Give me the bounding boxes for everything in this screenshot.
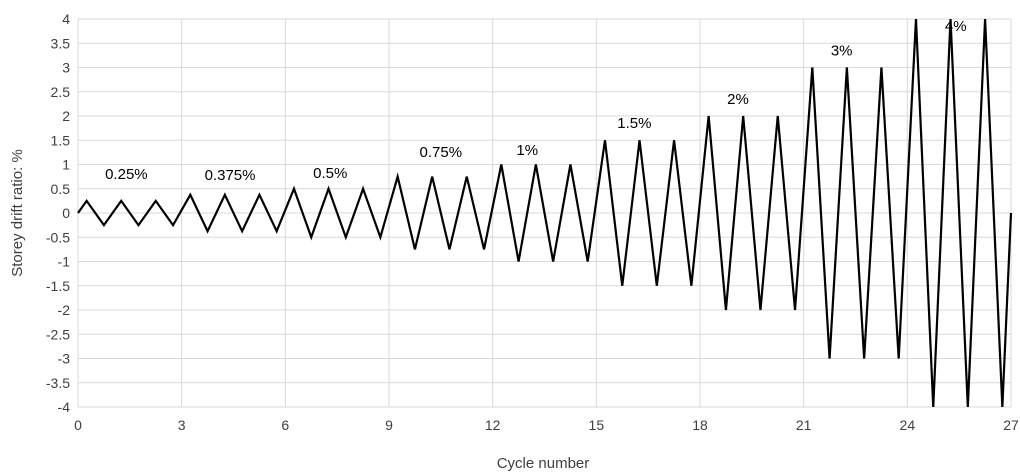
y-tick-label: 0.5 bbox=[51, 181, 71, 197]
y-tick-label: 1.5 bbox=[51, 132, 71, 148]
amplitude-label: 3% bbox=[831, 42, 853, 59]
x-tick-label: 0 bbox=[74, 417, 82, 433]
y-tick-label: 0 bbox=[62, 205, 70, 221]
amplitude-label: 1% bbox=[516, 142, 538, 159]
y-tick-label: 3 bbox=[62, 60, 70, 76]
x-tick-label: 6 bbox=[281, 417, 289, 433]
drift-series-line bbox=[77, 18, 1013, 408]
y-tick-label: -3.5 bbox=[46, 375, 70, 391]
amplitude-label: 0.25% bbox=[105, 166, 148, 183]
x-tick-label: 21 bbox=[796, 417, 812, 433]
x-tick-label: 3 bbox=[178, 417, 186, 433]
x-axis-title: Cycle number bbox=[497, 455, 590, 472]
x-tick-label: 12 bbox=[485, 417, 501, 433]
amplitude-annotations: 0.25% 0.375% 0.5% 0.75% 1% 1.5% 2% 3% 4% bbox=[105, 18, 966, 184]
x-tick-label: 27 bbox=[1003, 417, 1019, 433]
x-tick-label: 18 bbox=[692, 417, 708, 433]
amplitude-label: 0.375% bbox=[205, 167, 256, 184]
y-tick-label: -1.5 bbox=[46, 278, 70, 294]
y-tick-label: 1 bbox=[62, 157, 70, 173]
amplitude-label: 1.5% bbox=[617, 115, 651, 132]
amplitude-label: 0.5% bbox=[313, 165, 347, 182]
amplitude-label: 2% bbox=[727, 91, 749, 108]
y-tick-label: 2.5 bbox=[51, 84, 71, 100]
x-tick-label: 24 bbox=[900, 417, 916, 433]
y-tick-label: -3 bbox=[58, 351, 71, 367]
x-tick-label: 9 bbox=[385, 417, 393, 433]
amplitude-label: 4% bbox=[945, 18, 967, 35]
y-tick-label: -0.5 bbox=[46, 229, 70, 245]
y-axis-title: Storey drift ratio: % bbox=[9, 149, 26, 277]
y-tick-label: 3.5 bbox=[51, 35, 71, 51]
y-tick-label: -1 bbox=[58, 254, 71, 270]
y-tick-label: 4 bbox=[62, 11, 70, 27]
y-tick-label: 2 bbox=[62, 108, 70, 124]
tick-labels: 4 3.5 3 2.5 2 1.5 1 0.5 0 -0.5 -1 -1.5 -2 -2.5 -3 -3.5 -… bbox=[46, 11, 1019, 433]
amplitude-label: 0.75% bbox=[420, 144, 463, 161]
y-tick-label: -2.5 bbox=[46, 326, 70, 342]
x-tick-label: 15 bbox=[589, 417, 605, 433]
y-tick-label: -2 bbox=[58, 302, 71, 318]
y-tick-label: -4 bbox=[58, 399, 71, 415]
